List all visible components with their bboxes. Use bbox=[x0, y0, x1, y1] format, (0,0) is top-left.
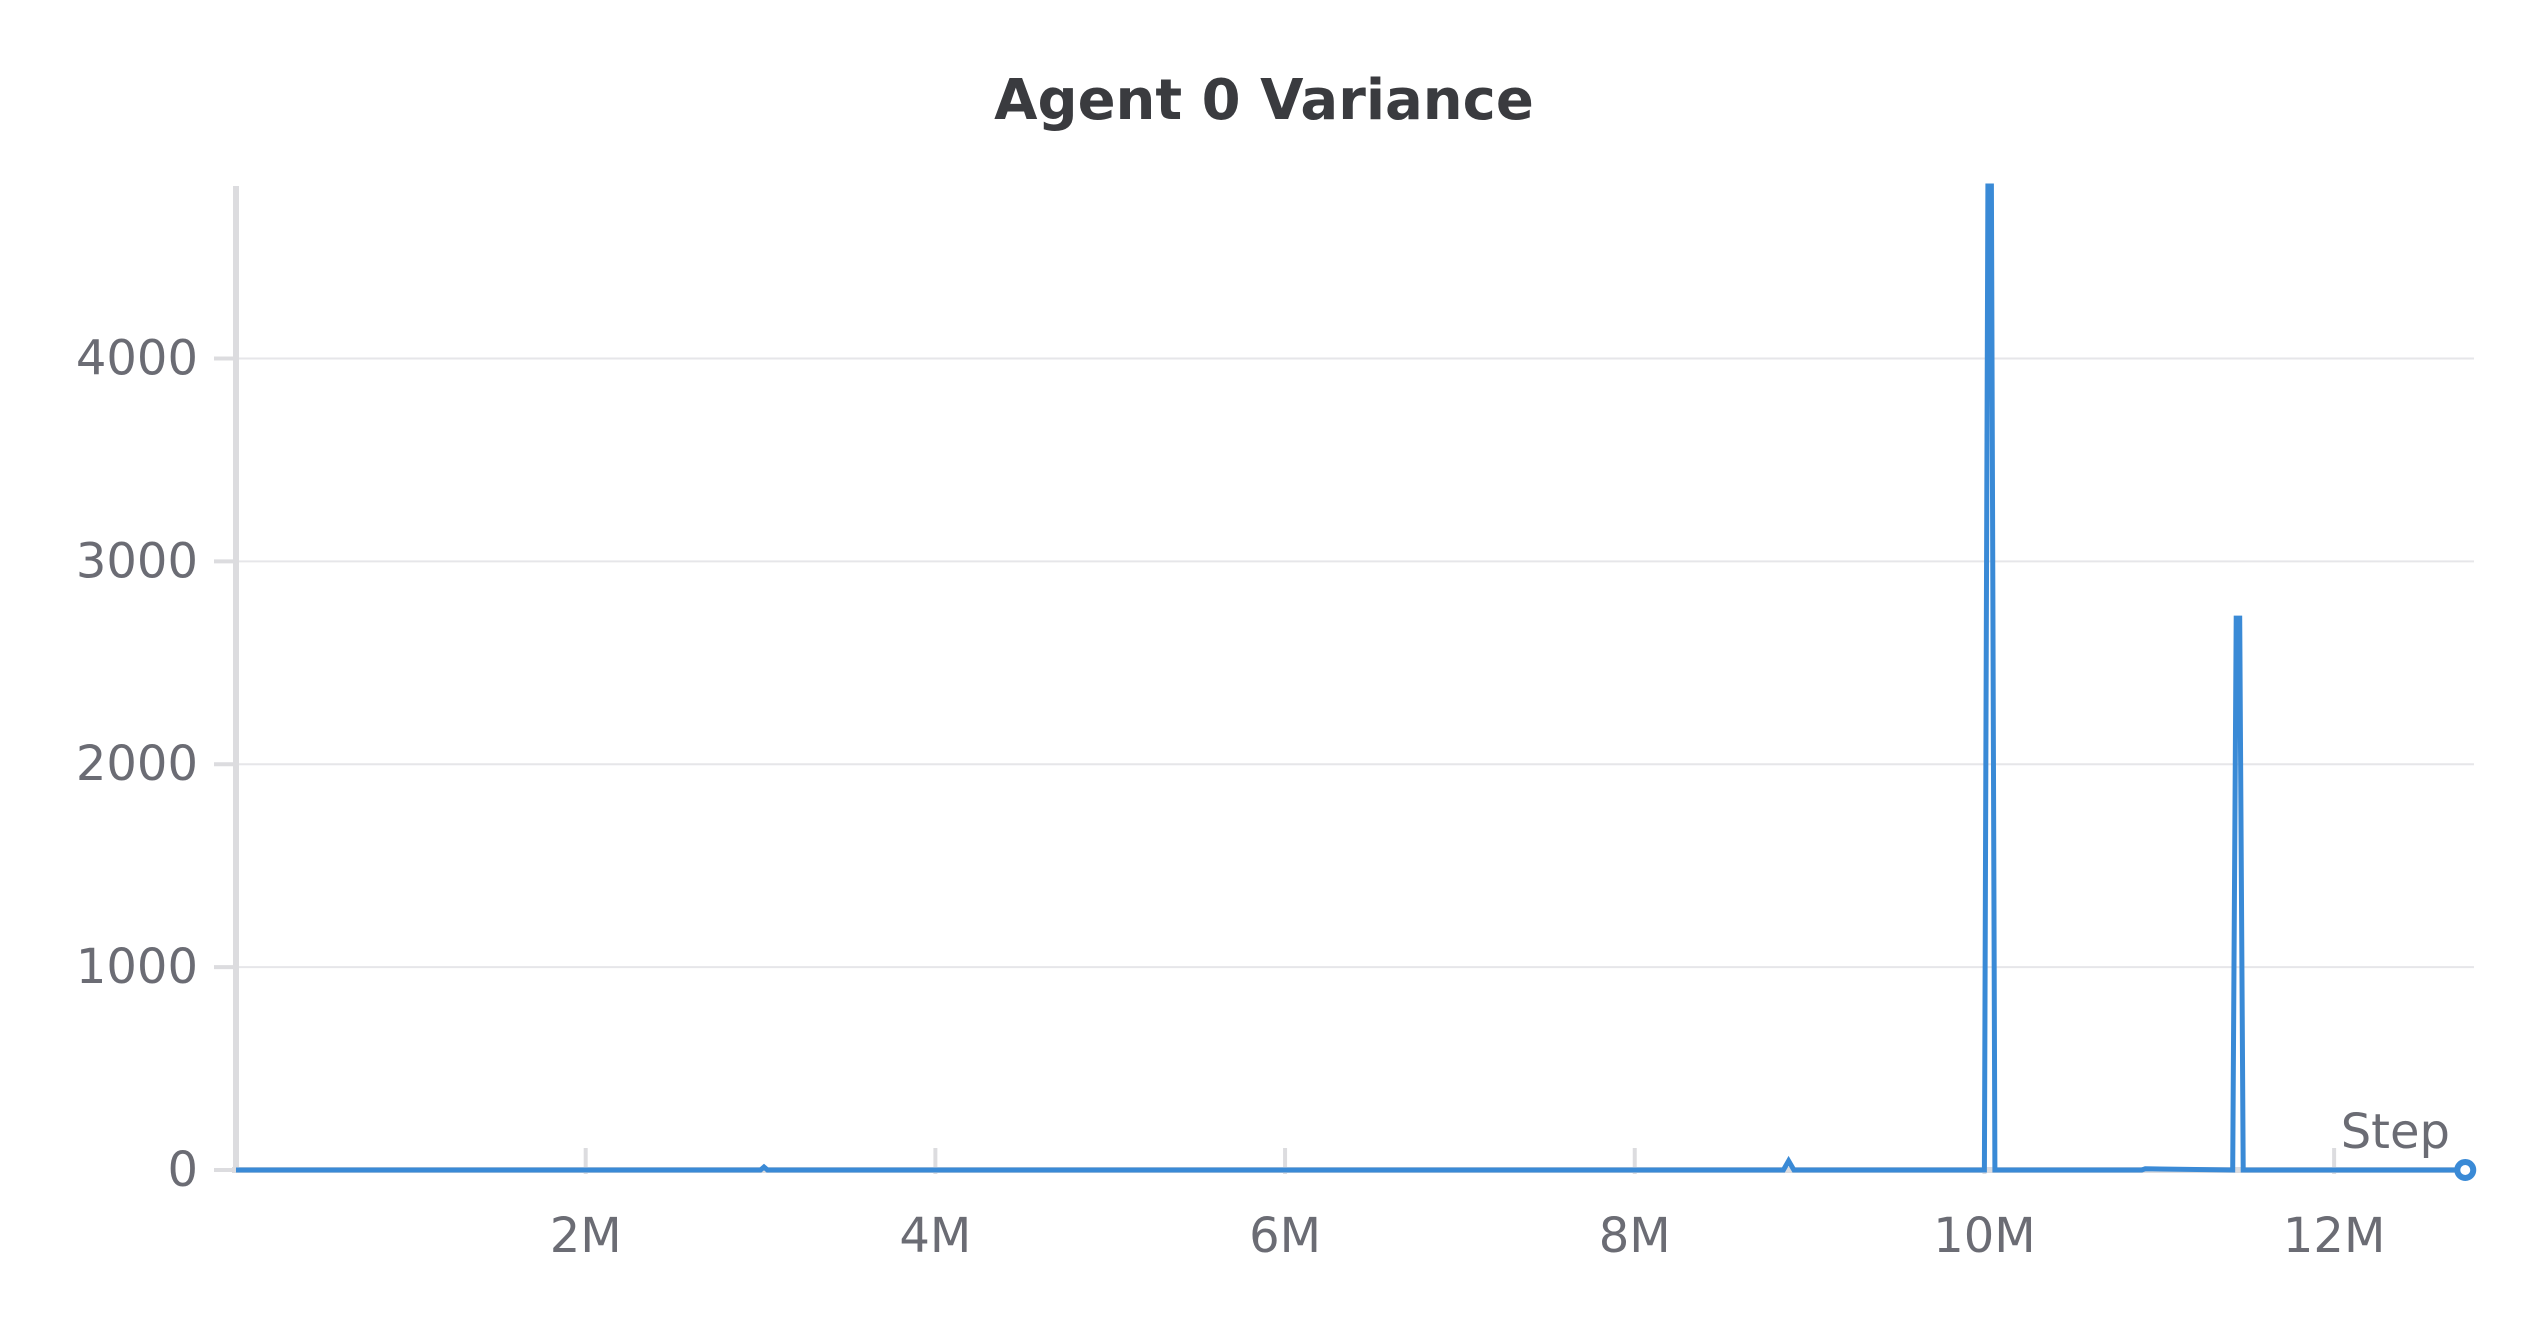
x-tick-label: 8M bbox=[1599, 1208, 1671, 1264]
series-end-point bbox=[2454, 1159, 2477, 1181]
x-axis-label: Step bbox=[2341, 1104, 2450, 1160]
x-tick-label: 2M bbox=[550, 1208, 622, 1264]
y-tick-label: 0 bbox=[167, 1142, 198, 1198]
y-tick-label: 3000 bbox=[76, 533, 198, 589]
y-tick-label: 1000 bbox=[76, 939, 198, 995]
y-tick-label: 2000 bbox=[76, 736, 198, 792]
chart-title: Agent 0 Variance bbox=[994, 68, 1534, 133]
x-tick-label: 6M bbox=[1249, 1208, 1321, 1264]
x-tick-label: 4M bbox=[899, 1208, 971, 1264]
x-tick-label: 12M bbox=[2283, 1208, 2386, 1264]
series-line bbox=[236, 183, 2466, 1173]
x-tick-label: 10M bbox=[1933, 1208, 2036, 1264]
y-tick-label: 4000 bbox=[76, 330, 198, 386]
